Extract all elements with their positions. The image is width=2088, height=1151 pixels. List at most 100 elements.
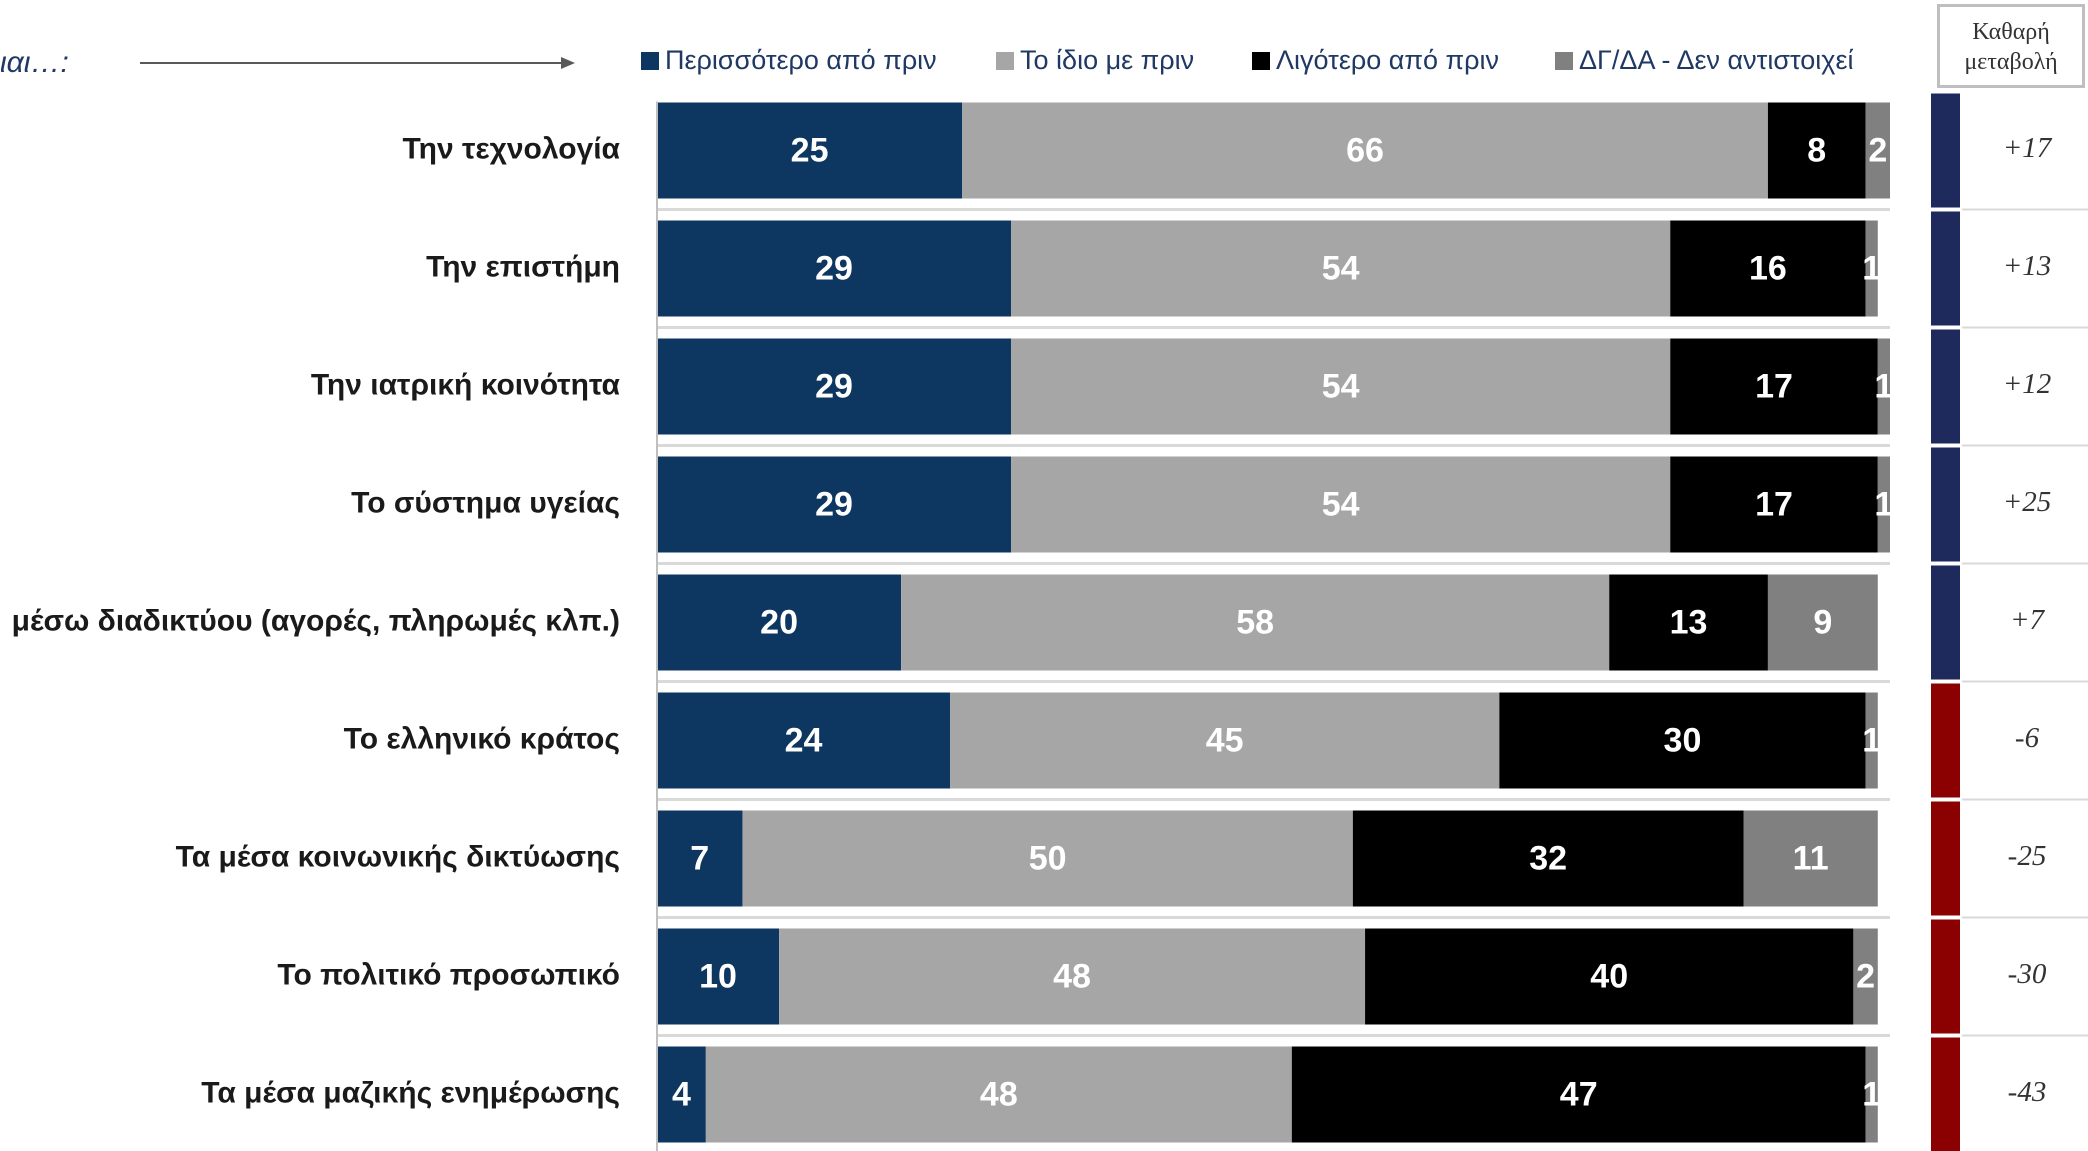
bar-segment <box>1865 102 1890 199</box>
bar-segment <box>657 456 1012 553</box>
value-label: 17 <box>1755 485 1793 523</box>
bar-segment <box>1767 574 1878 671</box>
value-label: 32 <box>1529 839 1567 877</box>
net-change-label: +7 <box>2010 604 2046 636</box>
value-label: 13 <box>1670 603 1708 641</box>
net-change-label: +13 <box>2003 250 2052 282</box>
bar-segment <box>657 574 902 671</box>
category-label: Την τεχνολογία <box>403 132 621 165</box>
value-label: 8 <box>1807 131 1826 169</box>
value-label: 1 <box>1874 367 1893 405</box>
bar-segment <box>1670 220 1866 317</box>
bar-segment <box>657 810 743 907</box>
value-label: 10 <box>699 957 737 995</box>
bar-segment <box>1853 928 1878 1025</box>
net-change-label: +25 <box>2003 486 2052 518</box>
net-change-label: -6 <box>2015 722 2040 754</box>
value-label: 66 <box>1346 131 1384 169</box>
bar-segment <box>1877 456 1890 553</box>
category-label: Την επιστήμη <box>426 250 620 283</box>
value-label: 1 <box>1862 721 1881 759</box>
legend-swatch <box>996 52 1014 70</box>
net-change-bar <box>1931 329 1960 444</box>
bar-segment <box>1011 456 1671 553</box>
value-label: 20 <box>760 603 798 641</box>
bar-segment <box>1365 928 1854 1025</box>
bar-segment <box>1877 338 1890 435</box>
category-label: Τα μέσα κοινωνικής δικτύωσης <box>176 840 620 873</box>
net-change-label: -25 <box>2008 840 2047 872</box>
bar-segment <box>1499 692 1866 789</box>
legend-swatch <box>1555 52 1573 70</box>
value-label: 29 <box>815 485 853 523</box>
bar-segment <box>742 810 1353 907</box>
bar-segment <box>657 220 1012 317</box>
bar-segment <box>779 928 1366 1025</box>
bar-segment <box>1670 456 1878 553</box>
value-label: 48 <box>980 1075 1018 1113</box>
net-change-bar <box>1931 919 1960 1034</box>
value-label: 29 <box>815 367 853 405</box>
bar-segment <box>1767 102 1866 199</box>
legend-swatch <box>641 52 659 70</box>
bar-segment <box>657 928 780 1025</box>
category-label: Τα μέσα μαζικής ενημέρωσης <box>201 1076 620 1109</box>
legend-swatch <box>1252 52 1270 70</box>
net-change-bar <box>1931 1037 1960 1151</box>
bar-segment <box>1352 810 1744 907</box>
category-label: Το σύστημα υγείας <box>351 486 620 519</box>
value-label: 29 <box>815 249 853 287</box>
value-label: 58 <box>1236 603 1274 641</box>
value-label: 2 <box>1868 131 1887 169</box>
value-label: 48 <box>1053 957 1091 995</box>
value-label: 4 <box>672 1075 691 1113</box>
bar-segment <box>949 692 1500 789</box>
category-label: Το πολιτικό προσωπικό <box>277 958 620 991</box>
net-change-label: +17 <box>2003 132 2053 164</box>
net-change-bar <box>1931 683 1960 798</box>
value-label: 16 <box>1749 249 1787 287</box>
net-change-label: -30 <box>2008 958 2047 990</box>
bar-segment <box>657 692 950 789</box>
value-label: 24 <box>785 721 823 759</box>
legend-label: Λιγότερο από πριν <box>1276 45 1499 75</box>
net-change-bar <box>1931 211 1960 326</box>
question-fragment: ιαι…: <box>0 46 69 79</box>
value-label: 30 <box>1664 721 1702 759</box>
bar-segment <box>705 1046 1292 1143</box>
net-change-bar <box>1931 447 1960 562</box>
bar-segment <box>1609 574 1768 671</box>
net-change-header: Καθαρή μεταβολή <box>1937 4 2085 88</box>
legend-label: Το ίδιο με πριν <box>1020 45 1194 75</box>
category-label: Την ιατρική κοινότητα <box>311 368 621 401</box>
value-label: 1 <box>1874 485 1893 523</box>
category-label: Το ελληνικό κράτος <box>344 722 620 755</box>
bar-segment <box>1865 220 1878 317</box>
value-label: 1 <box>1862 1075 1881 1113</box>
net-change-bar <box>1931 93 1960 208</box>
bar-segment <box>1011 220 1671 317</box>
value-label: 54 <box>1322 367 1360 405</box>
value-label: 54 <box>1322 249 1360 287</box>
bar-segment <box>1291 1046 1866 1143</box>
legend-label: Περισσότερο από πριν <box>665 45 937 75</box>
bar-segment <box>1670 338 1878 435</box>
net-change-label: -43 <box>2008 1076 2047 1108</box>
value-label: 2 <box>1856 957 1875 995</box>
value-label: 17 <box>1755 367 1793 405</box>
net-change-bar <box>1931 565 1960 680</box>
value-label: 25 <box>791 131 829 169</box>
bar-segment <box>657 1046 706 1143</box>
arrow-head <box>561 57 575 69</box>
value-label: 11 <box>1793 839 1829 877</box>
value-label: 40 <box>1590 957 1628 995</box>
bar-segment <box>1865 692 1878 789</box>
bar-segment <box>1743 810 1878 907</box>
bar-segment <box>1865 1046 1878 1143</box>
category-label: μέσω διαδικτύου (αγορές, πληρωμές κλπ.) <box>12 604 620 637</box>
legend-label: ΔΓ/ΔΑ - Δεν αντιστοιχεί <box>1579 45 1853 75</box>
value-label: 45 <box>1206 721 1244 759</box>
value-label: 1 <box>1862 249 1881 287</box>
